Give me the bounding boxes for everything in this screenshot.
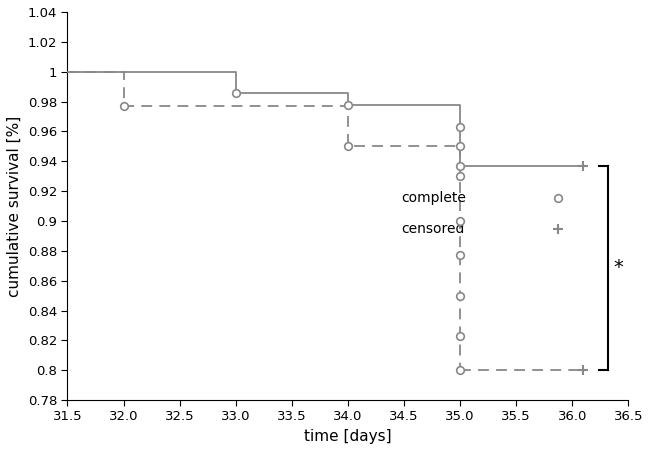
Text: complete: complete — [401, 191, 466, 205]
X-axis label: time [days]: time [days] — [304, 429, 392, 444]
Y-axis label: cumulative survival [%]: cumulative survival [%] — [7, 115, 22, 297]
Text: censored: censored — [401, 222, 465, 236]
Text: *: * — [614, 258, 623, 277]
